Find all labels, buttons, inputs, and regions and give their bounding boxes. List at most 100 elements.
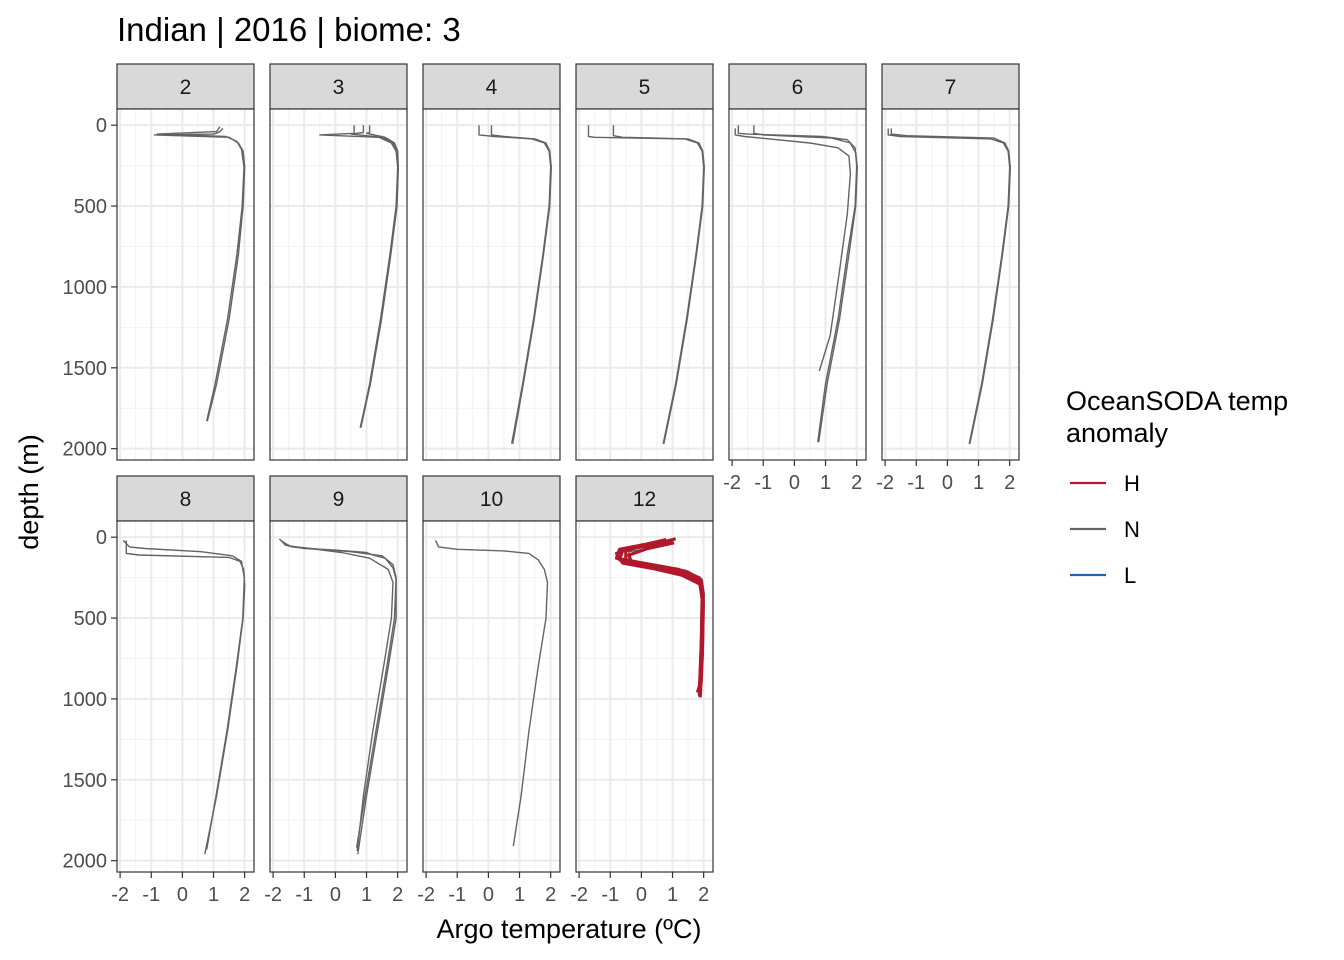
facet-strip [116,63,255,110]
x-tick-label: -1 [754,472,772,494]
x-tick-label: 1 [514,884,525,906]
x-tick-label: -2 [876,472,894,494]
facet-panel-9: 9 -2 -1 0 1 2 [264,475,408,906]
panel-background [270,521,407,872]
legend-label: N [1124,517,1140,542]
panel-border [422,520,561,873]
panel-background [729,109,866,460]
series-line-N-1 [890,128,1011,444]
y-tick-label: 500 [74,608,107,630]
series-line-H-5 [627,541,705,698]
series-line-N-2 [359,125,399,428]
legend-item-H: H [1070,471,1140,496]
series-line-N-2 [280,539,394,852]
legend-title-line: anomaly [1066,418,1169,448]
x-tick-label: 2 [698,884,709,906]
x-tick-label: 2 [851,472,862,494]
facet-strip-label: 6 [792,76,804,99]
facet-strip [575,475,714,522]
panel-border [116,520,255,873]
x-tick-label: 2 [392,884,403,906]
x-tick-label: 2 [1004,472,1015,494]
panel-background [882,109,1019,460]
y-tick-label: 1000 [63,689,108,711]
y-tick-label: 2000 [63,851,108,873]
series-line-N-2 [734,128,852,372]
x-tick-label: 1 [667,884,678,906]
y-tick-label: 0 [96,527,107,549]
x-tick-label: 0 [789,472,800,494]
facet-panel-4: 4 [422,63,561,461]
x-tick-label: -1 [907,472,925,494]
panel-border [269,520,408,873]
panel-border [881,108,1020,461]
legend-item-L: L [1070,563,1136,588]
x-tick-label: 0 [330,884,341,906]
facet-strip-label: 8 [180,488,192,511]
y-axis-title: depth (m) [14,434,44,550]
panel-background [270,109,407,460]
x-tick-label: -2 [570,884,588,906]
facet-strip-label: 10 [480,488,503,511]
y-tick-label: 1500 [63,358,108,380]
facet-strip [422,63,561,110]
x-tick-label: -1 [295,884,313,906]
legend-title-line: OceanSODA temp [1066,386,1288,416]
x-tick-label: -2 [417,884,435,906]
facet-strip-label: 5 [639,76,651,99]
facet-strip-label: 4 [486,76,498,99]
facet-panel-3: 3 [269,63,408,461]
gridlines [117,109,254,460]
legend-label: L [1124,563,1136,588]
series-line-N-1 [612,125,705,444]
panel-background [423,109,560,460]
series-line-N-1 [122,539,245,850]
facet-panel-2: 2 0 500 1000 1500 2000 [63,63,255,461]
x-tick-label: 0 [177,884,188,906]
facet-panel-10: 10 -2 -1 0 1 2 [417,475,561,906]
facet-strip-label: 3 [333,76,345,99]
facet-strip [881,63,1020,110]
panel-border [422,108,561,461]
x-tick-label: 0 [942,472,953,494]
x-tick-label: -2 [723,472,741,494]
y-tick-label: 500 [74,196,107,218]
panel-border [116,108,255,461]
gridlines [423,521,560,872]
x-tick-label: -1 [601,884,619,906]
facet-strip-label: 9 [333,488,345,511]
legend-item-N: N [1070,517,1140,542]
facet-strip-label: 12 [633,488,656,511]
facet-strip [575,63,714,110]
chart-title: Indian | 2016 | biome: 3 [117,11,461,48]
y-tick-label: 1500 [63,770,108,792]
x-tick-label: 1 [973,472,984,494]
panel-background [576,109,713,460]
facet-panel-12: 12-2 -1 0 1 2 [570,475,714,906]
series-line-N-1 [156,126,245,422]
facet-strip-label: 7 [945,76,957,99]
gridlines [270,109,407,460]
x-tick-label: -2 [264,884,282,906]
y-tick-label: 1000 [63,277,108,299]
gridlines [882,109,1019,460]
x-tick-label: 1 [361,884,372,906]
series-line-N-0 [434,540,549,847]
legend-label: H [1124,471,1140,496]
gridlines [576,109,713,460]
facet-strip [728,63,867,110]
facet-panel-6: 6 -2 -1 0 1 2 [723,63,867,494]
panel-background [423,521,560,872]
panel-background [117,109,254,460]
facet-panel-5: 5 [575,63,714,461]
x-tick-label: -2 [111,884,129,906]
panel-background [117,521,254,872]
y-tick-label: 0 [96,115,107,137]
facet-strip [422,475,561,522]
x-tick-label: 2 [239,884,250,906]
series-line-N-1 [490,125,552,444]
